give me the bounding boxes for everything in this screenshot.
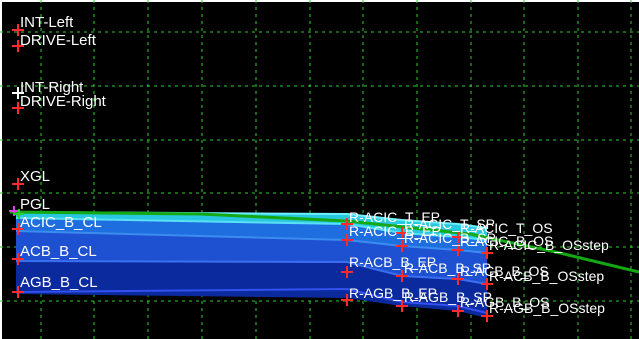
label-int-left[interactable]: INT-Left [20,14,74,31]
label-r-acic-b-sp[interactable]: R-ACIC_B_SP [404,230,496,246]
marker-acb-b-cl [12,253,24,265]
marker-acic-b-cl [12,223,24,235]
label-r-acic-t-os[interactable]: R-ACIC_T_OS [460,220,553,236]
marker-r-agb-b-os [452,305,464,317]
label-r-agb-b-os[interactable]: R-AGB_B_OS [460,294,549,310]
marker-r-acic-b-os [452,244,464,256]
label-r-acb-b-os[interactable]: R-ACB_B_OS [460,263,549,279]
marker-r-acic-b-osstep [481,247,493,259]
marker-int-right [12,87,24,99]
label-r-acb-b-ep[interactable]: R-ACB_B_EP [349,254,436,270]
marker-r-acb-b-ep [341,266,353,278]
label-r-agb-b-osstep[interactable]: R-AGB_B_OSstep [489,300,605,316]
point-markers [12,24,493,322]
label-r-acic-t-sp[interactable]: R-ACIC_T_SP [404,216,495,232]
label-agb-b-cl[interactable]: AGB_B_CL [20,274,98,291]
marker-pgl-green [14,209,24,219]
marker-drive-left [12,40,24,52]
marker-r-agb-b-osstep [481,310,493,322]
label-r-acic-t-ep[interactable]: R-ACIC_T_EP [349,209,440,225]
label-xgl[interactable]: XGL [20,168,50,185]
label-pgl[interactable]: PGL [20,196,50,213]
marker-r-acic-t-ep [341,218,353,230]
acic-layer[interactable] [16,218,487,253]
marker-r-acic-t-os [452,231,464,243]
marker-xgl [12,178,24,190]
marker-r-acic-t-sp [396,227,408,239]
label-drive-right[interactable]: DRIVE-Right [20,93,107,110]
agb-bottom-edge [16,289,487,318]
label-acb-b-cl[interactable]: ACB_B_CL [20,243,97,260]
marker-int-left [12,24,24,36]
label-r-acb-b-osstep[interactable]: R-ACB_B_OSstep [489,268,604,284]
marker-r-acb-b-os [452,273,464,285]
label-int-right[interactable]: INT-Right [20,79,84,96]
label-r-acic-b-osstep[interactable]: R-ACIC_B_OSstep [489,237,609,253]
label-r-agb-b-ep[interactable]: R-AGB_B_EP [349,285,437,301]
marker-r-acb-b-osstep [481,278,493,290]
label-r-agb-b-sp[interactable]: R-AGB_B_SP [404,289,492,305]
agb-layer[interactable] [16,261,487,313]
existing-ground-line[interactable] [9,210,639,274]
label-acic-b-cl[interactable]: ACIC_B_CL [20,214,102,231]
marker-agb-b-cl [12,286,24,298]
marker-r-agb-b-ep [341,294,353,306]
label-r-acic-b-os[interactable]: R-ACIC_B_OS [460,233,553,249]
marker-drive-right [12,102,24,114]
label-drive-left[interactable]: DRIVE-Left [20,32,97,49]
acb-layer[interactable] [16,231,487,284]
label-r-acic-b-ep[interactable]: R-ACIC_B_EP [349,223,441,239]
asphalt-top-layer[interactable] [16,212,487,240]
marker-r-acic-b-ep [341,234,353,246]
marker-r-agb-b-sp [396,300,408,312]
label-r-acb-b-sp[interactable]: R-ACB_B_SP [404,260,491,276]
marker-r-acb-b-sp [396,270,408,282]
acic-top-line[interactable] [15,211,488,229]
marker-r-acic-b-sp [396,240,408,252]
